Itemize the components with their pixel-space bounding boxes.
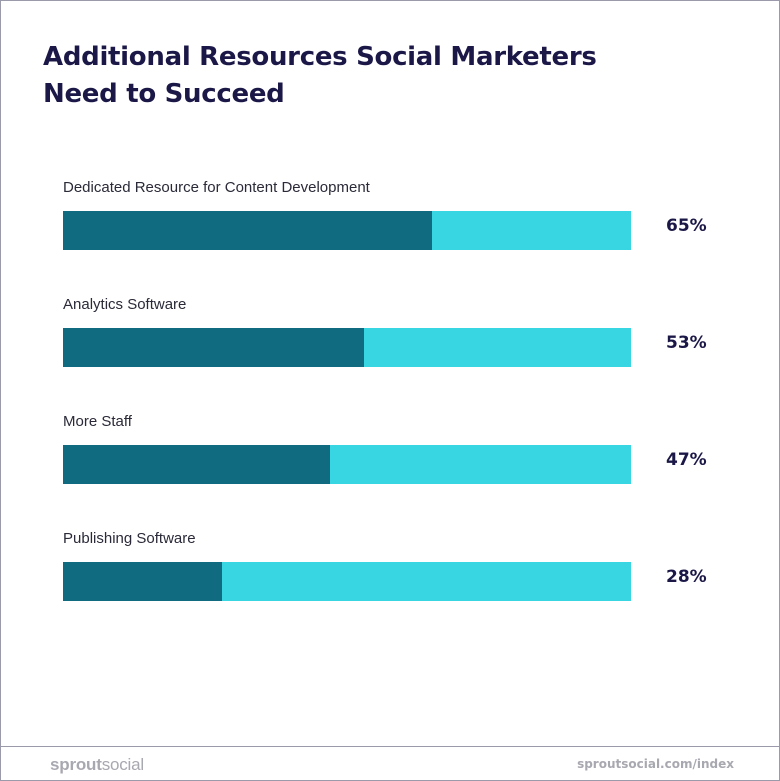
bar-value-label: 28% (666, 567, 707, 587)
footer-url: sproutsocial.com/index (577, 757, 734, 771)
chart-title-line-1: Additional Resources Social Marketers (43, 42, 597, 72)
bar (63, 211, 433, 250)
bar-label: Dedicated Resource for Content Developme… (63, 179, 370, 196)
chart-title-line-2: Need to Succeed (43, 79, 285, 109)
bar-track (63, 445, 631, 484)
bar-value-label: 47% (666, 450, 707, 470)
chart-title: Additional Resources Social Marketers Ne… (43, 39, 663, 113)
bar-label: Analytics Software (63, 296, 187, 313)
bar-track (63, 211, 631, 250)
bar-chart: Dedicated Resource for Content Developme… (1, 1, 779, 741)
bar-track (63, 328, 631, 367)
bar-label: Publishing Software (63, 530, 196, 547)
brand-logo-part-1: sprout (50, 755, 102, 774)
bar-track (63, 562, 631, 601)
bar-value-label: 65% (666, 216, 707, 236)
brand-logo: sproutsocial (50, 755, 144, 775)
bar (63, 328, 365, 367)
footer-divider (1, 746, 779, 747)
bar-label: More Staff (63, 413, 132, 430)
bar-value-label: 53% (666, 333, 707, 353)
brand-logo-part-2: social (101, 755, 144, 774)
bar (63, 445, 330, 484)
bar (63, 562, 223, 601)
